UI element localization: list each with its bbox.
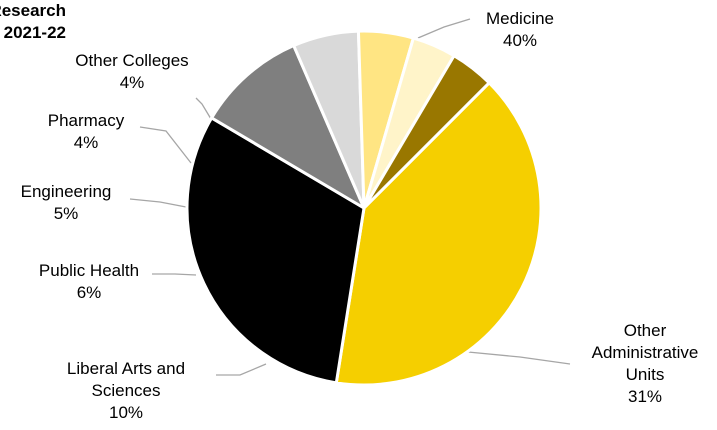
chart-title-line-1: Research xyxy=(0,1,66,20)
leader-line-liberal-arts-and-sciences xyxy=(216,363,267,376)
slice-value-other-colleges: 4% xyxy=(120,73,145,92)
pie-slices xyxy=(185,29,543,387)
slice-label-engineering: Engineering xyxy=(21,182,112,201)
slice-label-medicine: Medicine xyxy=(486,9,554,28)
slice-medicine xyxy=(334,81,543,387)
slice-value-other-administrative-units: 31% xyxy=(628,387,662,406)
chart-title-line-2: 2021-22 xyxy=(4,23,66,42)
slice-value-medicine: 40% xyxy=(503,31,537,50)
slice-label-other-administrative-units: Administrative xyxy=(592,343,699,362)
slice-other-colleges xyxy=(362,54,491,210)
slice-label-liberal-arts-and-sciences: Liberal Arts and xyxy=(67,359,185,378)
slice-labels: Medicine 40% Other Administrative Units 31% Li… xyxy=(21,9,699,422)
slice-label-other-colleges: Other Colleges xyxy=(75,51,188,70)
slice-value-public-health: 6% xyxy=(77,283,102,302)
slice-label-liberal-arts-and-sciences: Sciences xyxy=(92,381,161,400)
slice-label-other-administrative-units: Other xyxy=(624,321,667,340)
leader-line-engineering xyxy=(129,198,187,208)
slice-value-pharmacy: 4% xyxy=(74,133,99,152)
slice-label-public-health: Public Health xyxy=(39,261,139,280)
leader-line-other-colleges xyxy=(195,97,212,120)
leader-line-pharmacy xyxy=(139,126,192,164)
leader-line-other-administrative-units xyxy=(467,351,571,365)
slice-liberal-arts-and-sciences xyxy=(210,44,366,210)
leader-line-medicine xyxy=(417,18,471,39)
leader-line-public-health xyxy=(152,273,197,276)
slice-value-engineering: 5% xyxy=(54,204,79,223)
slice-other-administrative-units xyxy=(185,116,366,385)
chart-title: Research 2021-22 xyxy=(0,1,66,42)
leader-lines xyxy=(129,18,571,376)
slice-label-other-administrative-units: Units xyxy=(626,365,665,384)
slice-value-liberal-arts-and-sciences: 10% xyxy=(109,403,143,422)
slice-label-pharmacy: Pharmacy xyxy=(48,111,125,130)
